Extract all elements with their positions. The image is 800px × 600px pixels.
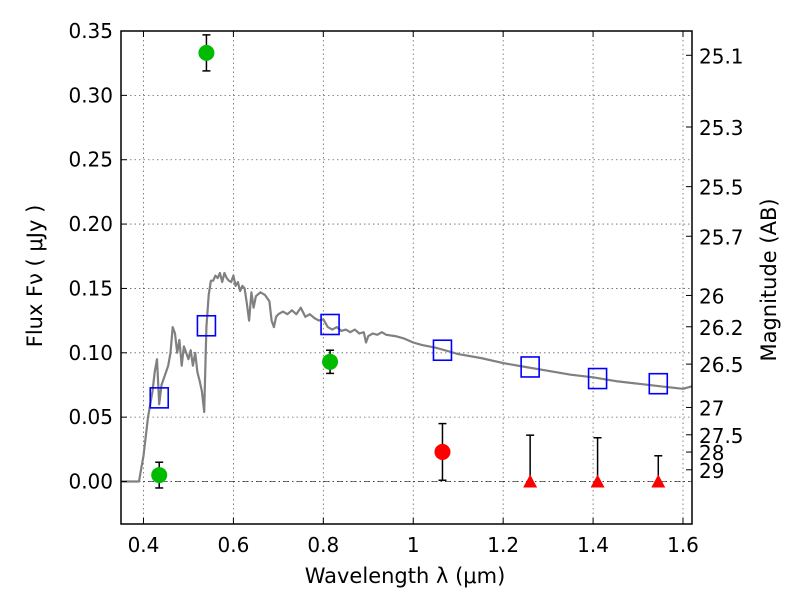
x-tick-label: 1 bbox=[407, 533, 420, 557]
y-axis-label: Flux Fν ( μJy ) bbox=[23, 205, 47, 348]
x-tick-label: 0.6 bbox=[217, 533, 249, 557]
right-tick-label: 26.5 bbox=[699, 353, 744, 377]
upper-limit-marker bbox=[523, 474, 538, 488]
x-tick-label: 1.4 bbox=[577, 533, 609, 557]
marker-layer bbox=[149, 34, 669, 489]
data-point bbox=[434, 443, 451, 460]
y-tick-label: 0.20 bbox=[68, 212, 113, 236]
x-axis-label: Wavelength λ (μm) bbox=[305, 564, 506, 588]
y-tick-label: 0.05 bbox=[68, 405, 113, 429]
model-photometry-marker bbox=[320, 313, 340, 336]
right-tick-label: 26 bbox=[699, 284, 724, 308]
y-tick-label: 0.30 bbox=[68, 83, 113, 107]
upper-limit-marker bbox=[651, 474, 666, 488]
plot-frame bbox=[120, 30, 693, 525]
x-tick-label: 1.2 bbox=[487, 533, 519, 557]
data-point bbox=[151, 467, 168, 484]
right-tick-label: 25.5 bbox=[699, 176, 744, 200]
y-axis-ticks: 0.00 0.05 0.10 0.15 0.20 0.25 0.30 0.35 bbox=[68, 19, 127, 494]
right-tick-label: 28 bbox=[699, 441, 724, 465]
grid bbox=[121, 30, 692, 524]
y-tick-label: 0.25 bbox=[68, 148, 113, 172]
model-photometry-marker bbox=[196, 314, 217, 337]
right-tick-label: 27.5 bbox=[699, 424, 744, 448]
right-tick-label: 25.7 bbox=[699, 225, 744, 249]
right-tick-label: 25.1 bbox=[699, 44, 744, 68]
model-photometry-marker bbox=[587, 367, 608, 390]
x-tick-label: 0.8 bbox=[307, 533, 339, 557]
x-axis-ticks: 0.4 0.6 0.8 1 1.2 1.4 1.6 bbox=[128, 31, 699, 557]
model-photometry-marker bbox=[432, 339, 453, 362]
right-axis-label: Magnitude (AB) bbox=[757, 198, 781, 361]
x-tick-label: 0.4 bbox=[128, 533, 160, 557]
y-tick-label: 0.00 bbox=[68, 470, 113, 494]
model-photometry-marker bbox=[648, 372, 669, 395]
model-photometry-marker bbox=[149, 387, 170, 409]
data-point bbox=[322, 353, 339, 370]
model-photometry-marker bbox=[520, 356, 540, 378]
data-point bbox=[198, 44, 215, 61]
upper-limit-marker bbox=[590, 474, 605, 488]
right-tick-label: 27 bbox=[699, 396, 724, 420]
x-tick-label: 1.6 bbox=[667, 533, 699, 557]
right-tick-label: 25.3 bbox=[699, 116, 744, 140]
y-tick-label: 0.10 bbox=[68, 341, 113, 365]
model-sed-line bbox=[121, 271, 693, 483]
right-tick-label: 29 bbox=[699, 459, 724, 483]
y-tick-label: 0.15 bbox=[68, 276, 113, 300]
y-tick-label: 0.35 bbox=[68, 19, 113, 43]
model-sed-layer bbox=[121, 271, 693, 483]
right-tick-label: 26.2 bbox=[699, 316, 744, 340]
